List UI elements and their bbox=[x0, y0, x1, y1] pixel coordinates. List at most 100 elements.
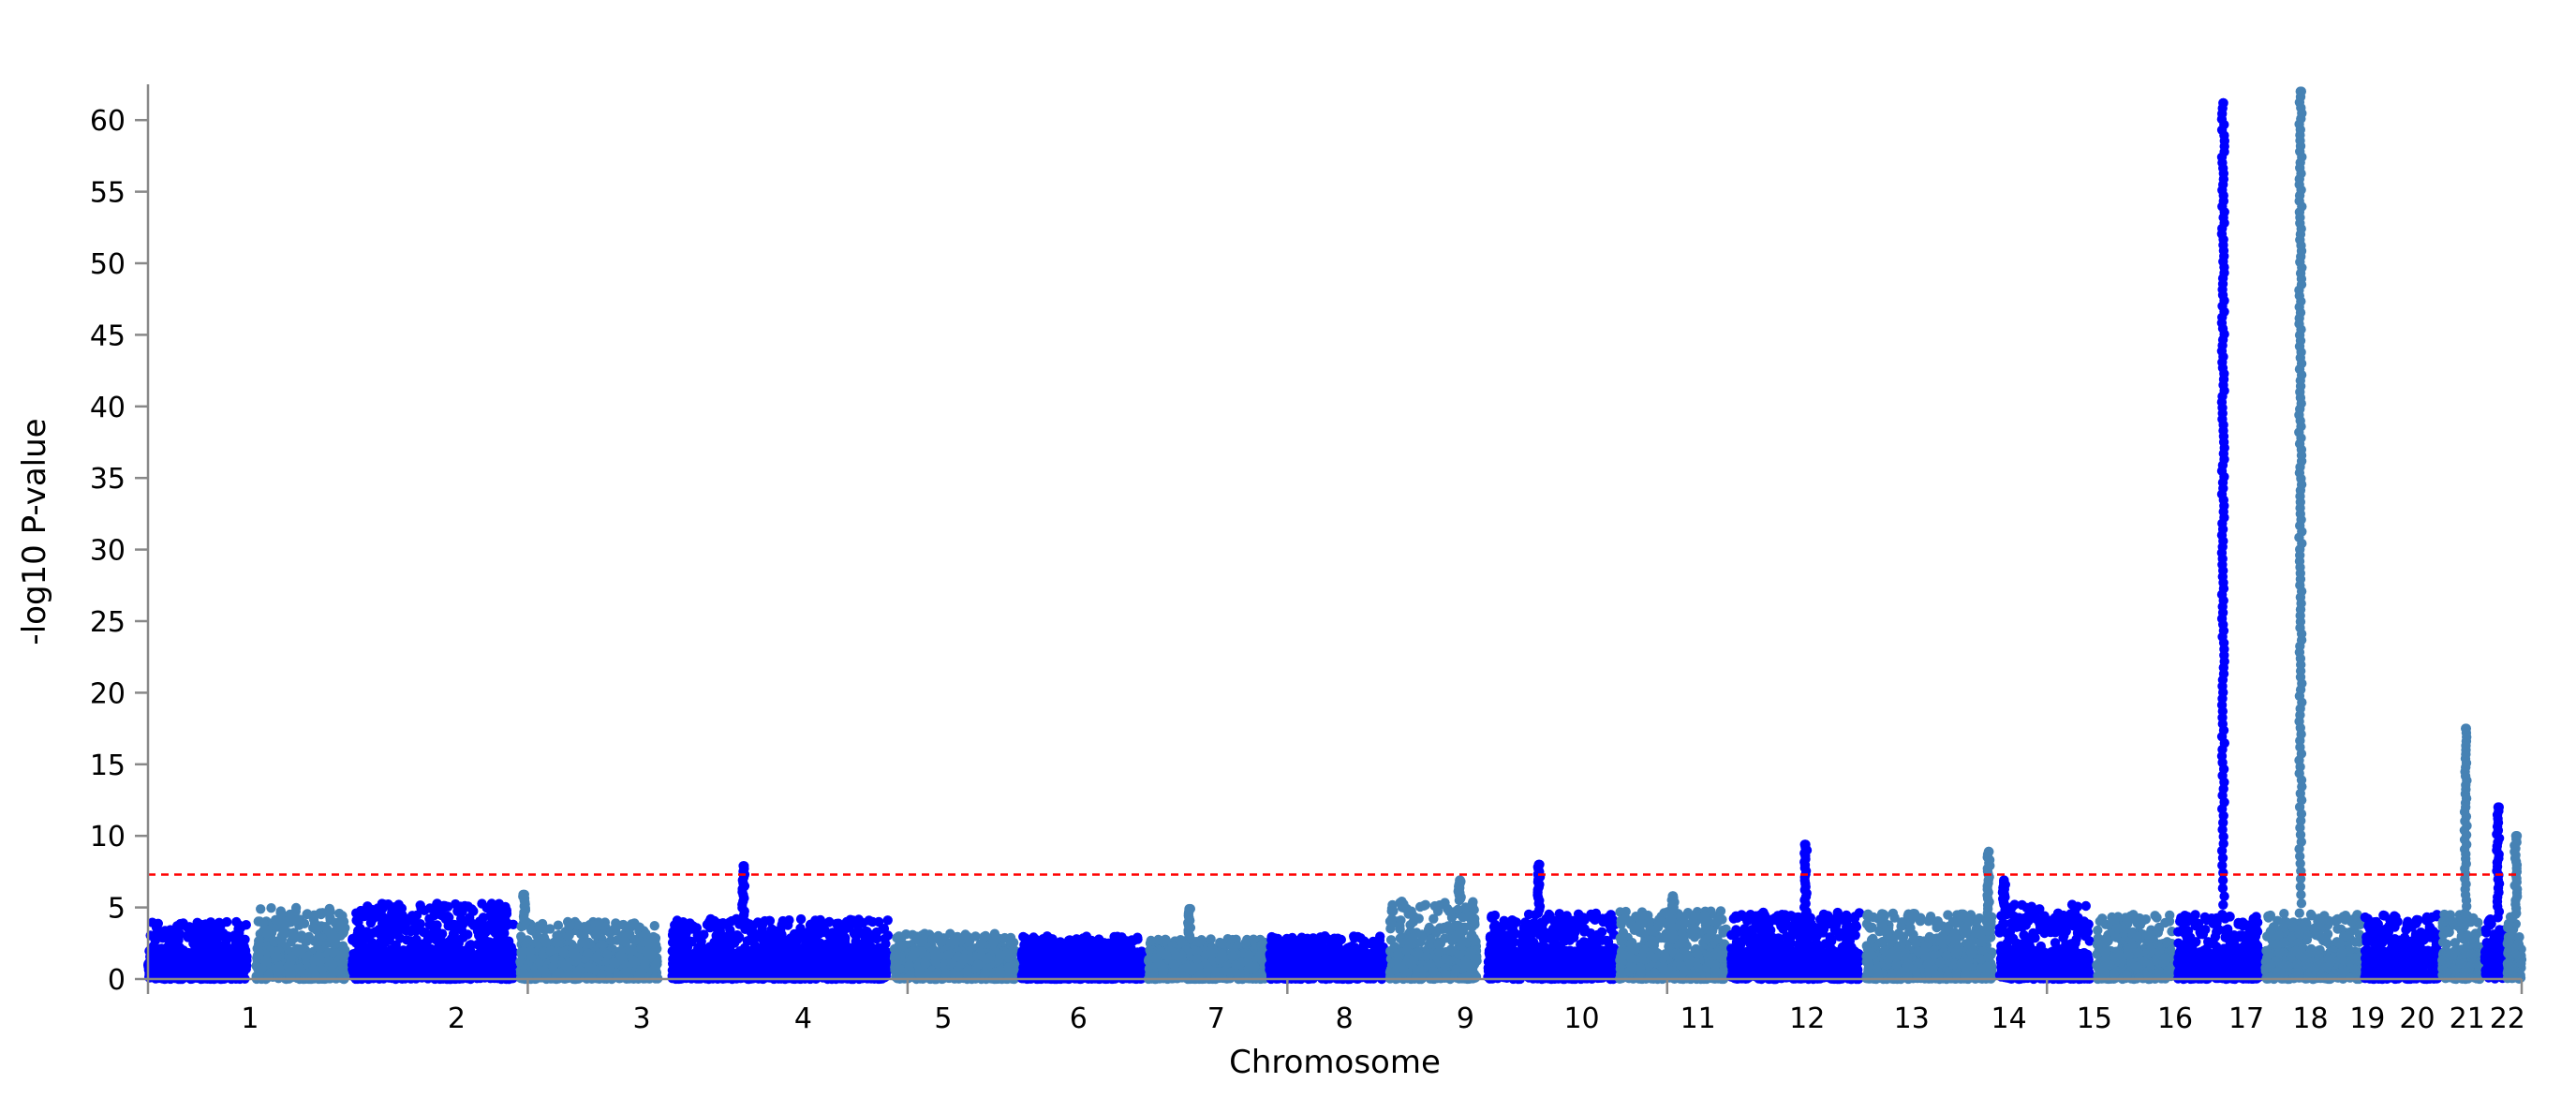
snp-point bbox=[754, 972, 764, 983]
snp-point bbox=[539, 966, 550, 976]
snp-point bbox=[724, 947, 734, 958]
snp-point bbox=[420, 946, 430, 957]
snp-point bbox=[827, 953, 837, 963]
snp-point bbox=[833, 918, 844, 928]
snp-point bbox=[222, 931, 233, 942]
chromosome-2-points bbox=[251, 902, 350, 985]
snp-point bbox=[785, 951, 795, 962]
snp-point bbox=[466, 904, 477, 914]
snp-point bbox=[796, 957, 807, 968]
peak-top-point bbox=[519, 889, 529, 899]
snp-point bbox=[185, 926, 196, 937]
snp-point bbox=[213, 921, 223, 931]
snp-point bbox=[328, 947, 338, 957]
snp-point bbox=[839, 935, 851, 945]
snp-point bbox=[831, 930, 841, 941]
snp-point bbox=[429, 955, 439, 965]
snp-point bbox=[308, 923, 318, 933]
snp-point bbox=[184, 966, 195, 976]
snp-point bbox=[456, 913, 466, 924]
snp-point bbox=[593, 917, 604, 928]
snp-point bbox=[274, 961, 284, 972]
snp-point bbox=[795, 913, 807, 925]
snp-point bbox=[291, 945, 303, 957]
snp-point bbox=[497, 963, 508, 974]
snp-point bbox=[168, 935, 179, 946]
snp-point bbox=[319, 922, 331, 932]
snp-point bbox=[609, 957, 619, 968]
snp-point bbox=[789, 928, 800, 940]
snp-point bbox=[407, 947, 418, 957]
snp-point bbox=[727, 915, 737, 927]
snp-point bbox=[254, 936, 264, 946]
snp-point bbox=[867, 916, 878, 928]
snp-point bbox=[431, 901, 441, 912]
snp-point bbox=[558, 947, 569, 957]
snp-point bbox=[415, 900, 425, 911]
snp-point bbox=[689, 949, 700, 959]
snp-point bbox=[861, 926, 871, 937]
snp-point bbox=[879, 924, 890, 934]
snp-point bbox=[205, 946, 215, 957]
snp-point bbox=[254, 948, 265, 958]
snp-point bbox=[537, 918, 548, 929]
snp-point bbox=[328, 959, 338, 970]
snp-point bbox=[675, 953, 686, 963]
snp-point bbox=[878, 957, 889, 968]
snp-point bbox=[183, 957, 193, 968]
snp-point bbox=[395, 957, 406, 969]
snp-point bbox=[240, 953, 250, 963]
snp-point bbox=[735, 946, 747, 957]
snp-point bbox=[241, 920, 251, 930]
snp-point bbox=[151, 969, 161, 979]
snp-point bbox=[713, 919, 723, 929]
data-points bbox=[143, 86, 2527, 985]
snp-point bbox=[225, 972, 235, 983]
snp-point bbox=[301, 952, 311, 962]
snp-point bbox=[196, 919, 207, 930]
snp-point bbox=[618, 919, 629, 930]
peak-top-point bbox=[738, 861, 748, 871]
snp-point bbox=[564, 929, 574, 941]
snp-point bbox=[290, 902, 302, 913]
chromosome-3-points bbox=[347, 898, 519, 985]
snp-point bbox=[649, 921, 659, 931]
snp-point bbox=[197, 948, 207, 958]
snp-point bbox=[817, 963, 827, 973]
snp-point bbox=[210, 960, 220, 971]
snp-point bbox=[508, 919, 519, 929]
snp-point bbox=[215, 972, 226, 983]
snp-point bbox=[734, 959, 746, 970]
snp-point bbox=[772, 953, 783, 963]
snp-point bbox=[548, 961, 558, 972]
snp-point bbox=[266, 903, 276, 913]
snp-point bbox=[851, 955, 861, 966]
snp-point bbox=[383, 934, 393, 945]
snp-point bbox=[714, 961, 724, 972]
snp-point bbox=[281, 916, 291, 928]
snp-point bbox=[384, 967, 394, 977]
snp-point bbox=[334, 908, 345, 919]
snp-point bbox=[615, 951, 627, 961]
snp-point bbox=[302, 909, 313, 919]
snp-point bbox=[407, 925, 417, 936]
snp-point bbox=[446, 960, 456, 971]
snp-point bbox=[494, 898, 504, 909]
snp-point bbox=[381, 914, 392, 925]
snp-point bbox=[581, 924, 592, 935]
snp-point bbox=[364, 961, 375, 972]
snp-point bbox=[681, 928, 691, 939]
snp-point bbox=[641, 928, 651, 939]
snp-point bbox=[506, 948, 517, 959]
snp-point bbox=[331, 933, 341, 943]
snp-point bbox=[570, 950, 581, 960]
snp-point bbox=[449, 920, 459, 931]
snp-point bbox=[479, 946, 489, 957]
snp-point bbox=[838, 957, 849, 967]
snp-point bbox=[213, 940, 224, 950]
snp-point bbox=[420, 957, 431, 968]
snp-point bbox=[757, 924, 767, 934]
snp-point bbox=[170, 925, 182, 936]
snp-point bbox=[853, 914, 864, 925]
snp-point bbox=[481, 955, 491, 965]
